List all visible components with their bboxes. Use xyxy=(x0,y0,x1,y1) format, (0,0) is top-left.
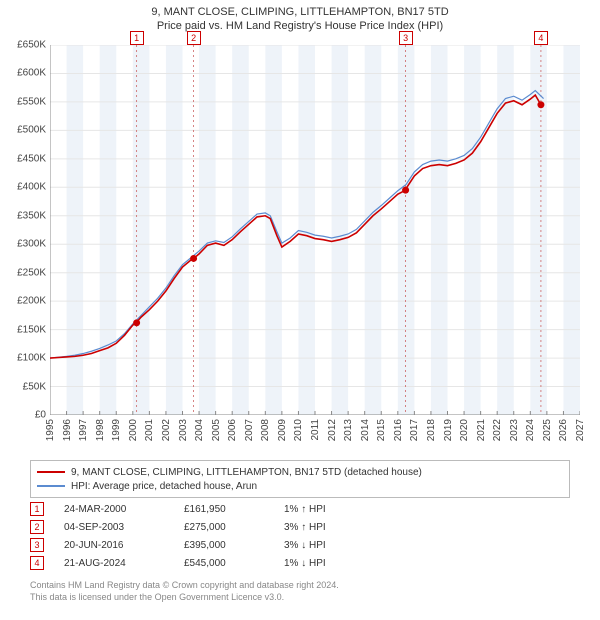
x-tick-label: 2017 xyxy=(409,419,420,441)
legend-label: HPI: Average price, detached house, Arun xyxy=(71,481,257,492)
chart-area: 1234 19951996199719981999200020012002200… xyxy=(50,45,580,415)
event-row: 2 04-SEP-2003£275,0003% ↑ HPI xyxy=(30,518,384,536)
event-date: 24-MAR-2000 xyxy=(64,504,184,515)
x-tick-label: 2016 xyxy=(393,419,404,441)
event-price: £545,000 xyxy=(184,558,284,569)
y-tick-label: £600K xyxy=(17,68,46,79)
x-tick-label: 2026 xyxy=(558,419,569,441)
footer-line1: Contains HM Land Registry data © Crown c… xyxy=(30,580,339,592)
event-trend: 1% ↑ HPI xyxy=(284,504,384,515)
x-tick-label: 2012 xyxy=(327,419,338,441)
legend-swatch xyxy=(37,471,65,473)
legend-row: 9, MANT CLOSE, CLIMPING, LITTLEHAMPTON, … xyxy=(37,465,563,479)
event-marker: 1 xyxy=(30,502,44,516)
x-tick-label: 1999 xyxy=(111,419,122,441)
event-marker: 4 xyxy=(30,556,44,570)
y-tick-label: £300K xyxy=(17,239,46,250)
x-tick-label: 2019 xyxy=(443,419,454,441)
events-table: 1 24-MAR-2000£161,9501% ↑ HPI 2 04-SEP-2003… xyxy=(30,500,384,572)
footer-attribution: Contains HM Land Registry data © Crown c… xyxy=(30,580,339,603)
event-date: 20-JUN-2016 xyxy=(64,540,184,551)
x-tick-label: 2005 xyxy=(211,419,222,441)
x-tick-label: 2011 xyxy=(310,419,321,441)
x-tick-label: 2025 xyxy=(542,419,553,441)
title-block: 9, MANT CLOSE, CLIMPING, LITTLEHAMPTON, … xyxy=(0,0,600,32)
y-tick-label: £200K xyxy=(17,296,46,307)
x-tick-label: 2004 xyxy=(194,419,205,441)
x-tick-label: 2022 xyxy=(492,419,503,441)
y-tick-label: £400K xyxy=(17,182,46,193)
y-tick-label: £250K xyxy=(17,267,46,278)
x-tick-label: 2020 xyxy=(459,419,470,441)
event-date: 04-SEP-2003 xyxy=(64,522,184,533)
event-date: 21-AUG-2024 xyxy=(64,558,184,569)
x-tick-label: 2010 xyxy=(293,419,304,441)
y-tick-label: £350K xyxy=(17,210,46,221)
y-tick-label: £100K xyxy=(17,353,46,364)
event-trend: 3% ↓ HPI xyxy=(284,540,384,551)
footer-line2: This data is licensed under the Open Gov… xyxy=(30,592,339,604)
y-tick-label: £650K xyxy=(17,40,46,51)
x-tick-label: 2007 xyxy=(244,419,255,441)
x-tick-label: 2002 xyxy=(161,419,172,441)
x-tick-label: 2015 xyxy=(376,419,387,441)
event-price: £161,950 xyxy=(184,504,284,515)
title-subtitle: Price paid vs. HM Land Registry's House … xyxy=(0,20,600,32)
y-tick-label: £0 xyxy=(35,410,46,421)
event-row: 1 24-MAR-2000£161,9501% ↑ HPI xyxy=(30,500,384,518)
event-marker-3: 3 xyxy=(399,31,413,45)
event-row: 3 20-JUN-2016£395,0003% ↓ HPI xyxy=(30,536,384,554)
event-marker-1: 1 xyxy=(130,31,144,45)
x-tick-label: 2013 xyxy=(343,419,354,441)
x-tick-label: 2000 xyxy=(128,419,139,441)
y-tick-label: £150K xyxy=(17,324,46,335)
x-tick-label: 2014 xyxy=(360,419,371,441)
x-tick-label: 2027 xyxy=(575,419,586,441)
x-tick-label: 1996 xyxy=(62,419,73,441)
event-price: £275,000 xyxy=(184,522,284,533)
event-marker: 2 xyxy=(30,520,44,534)
event-marker-2: 2 xyxy=(187,31,201,45)
x-tick-label: 2001 xyxy=(144,419,155,441)
y-tick-label: £450K xyxy=(17,153,46,164)
x-tick-label: 2021 xyxy=(476,419,487,441)
event-price: £395,000 xyxy=(184,540,284,551)
x-tick-label: 2008 xyxy=(260,419,271,441)
x-tick-label: 2018 xyxy=(426,419,437,441)
x-tick-label: 2009 xyxy=(277,419,288,441)
chart-svg xyxy=(50,45,580,415)
legend-label: 9, MANT CLOSE, CLIMPING, LITTLEHAMPTON, … xyxy=(71,467,422,478)
x-tick-label: 1995 xyxy=(45,419,56,441)
legend: 9, MANT CLOSE, CLIMPING, LITTLEHAMPTON, … xyxy=(30,460,570,498)
event-trend: 3% ↑ HPI xyxy=(284,522,384,533)
x-tick-label: 1998 xyxy=(95,419,106,441)
event-marker-4: 4 xyxy=(534,31,548,45)
chart-container: 9, MANT CLOSE, CLIMPING, LITTLEHAMPTON, … xyxy=(0,0,600,620)
y-tick-label: £500K xyxy=(17,125,46,136)
x-tick-label: 2024 xyxy=(525,419,536,441)
legend-row: HPI: Average price, detached house, Arun xyxy=(37,479,563,493)
event-marker: 3 xyxy=(30,538,44,552)
legend-swatch xyxy=(37,485,65,487)
event-row: 4 21-AUG-2024£545,0001% ↓ HPI xyxy=(30,554,384,572)
x-tick-label: 2006 xyxy=(227,419,238,441)
x-tick-label: 2003 xyxy=(178,419,189,441)
title-address: 9, MANT CLOSE, CLIMPING, LITTLEHAMPTON, … xyxy=(0,6,600,18)
x-tick-label: 1997 xyxy=(78,419,89,441)
y-tick-label: £50K xyxy=(23,381,46,392)
event-trend: 1% ↓ HPI xyxy=(284,558,384,569)
x-tick-label: 2023 xyxy=(509,419,520,441)
y-tick-label: £550K xyxy=(17,96,46,107)
